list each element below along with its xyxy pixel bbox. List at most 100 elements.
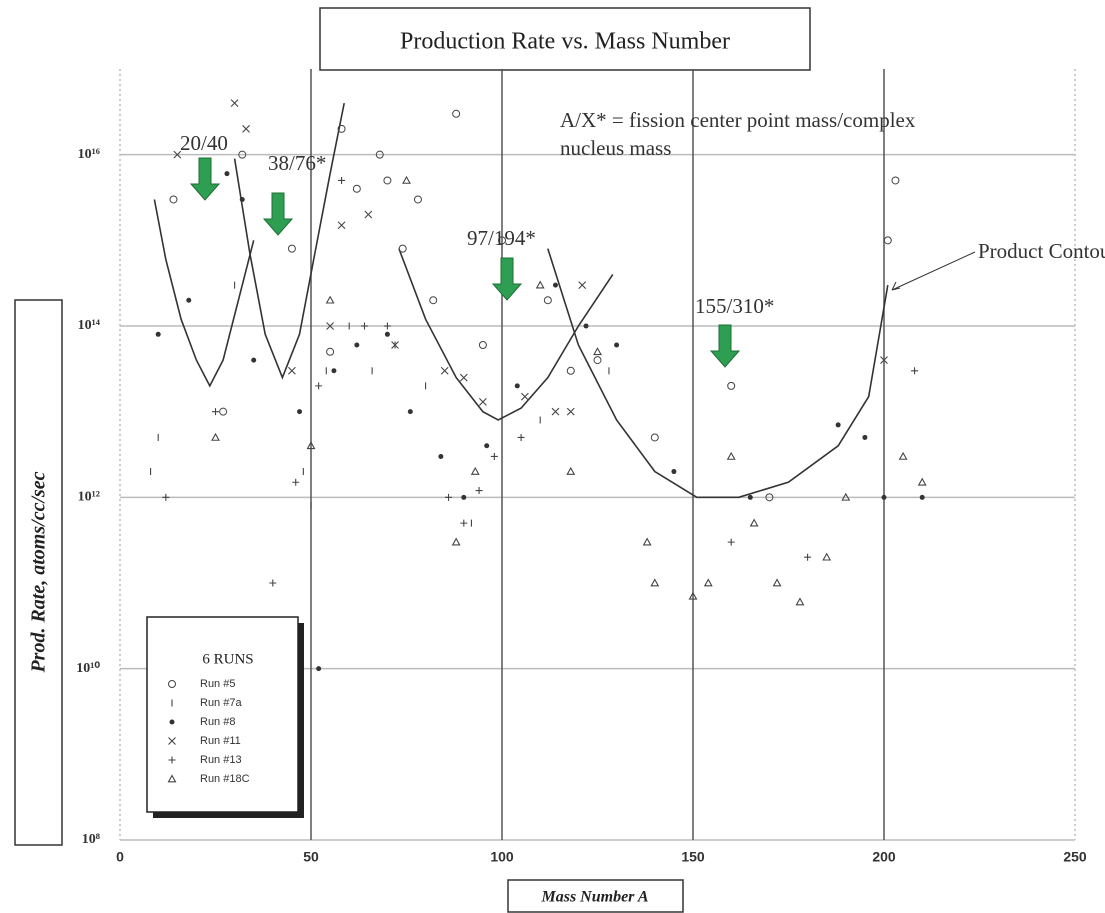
data-point xyxy=(517,433,525,441)
data-point xyxy=(169,195,178,204)
data-point xyxy=(219,407,228,416)
data-point xyxy=(239,196,245,202)
data-point xyxy=(475,487,483,495)
data-point xyxy=(521,392,529,401)
data-point xyxy=(451,537,461,546)
annotation: 97/194* xyxy=(467,226,536,250)
legend-label: Run #11 xyxy=(200,735,241,747)
data-point xyxy=(383,322,391,330)
data-point xyxy=(383,176,392,185)
title-box xyxy=(319,7,811,71)
data-point xyxy=(703,578,713,587)
data-point xyxy=(440,366,449,375)
data-point xyxy=(452,109,461,118)
data-point xyxy=(898,451,908,460)
data-point xyxy=(352,184,361,193)
data-point xyxy=(650,578,660,587)
data-point xyxy=(911,367,919,375)
data-point xyxy=(804,553,812,561)
data-point xyxy=(337,221,346,230)
annotation: A/X* = fission center point mass/complex xyxy=(560,108,916,132)
data-point xyxy=(315,382,323,390)
data-point xyxy=(212,408,219,416)
data-point xyxy=(478,341,487,350)
data-point xyxy=(384,331,390,337)
data-point xyxy=(727,381,736,390)
chart-title: Production Rate vs. Mass Number xyxy=(400,29,730,55)
data-point xyxy=(459,373,468,382)
data-point xyxy=(578,281,587,290)
legend-label: Run #5 xyxy=(200,678,235,690)
contour-line xyxy=(547,248,889,499)
legend-label: Run #13 xyxy=(200,754,242,766)
data-point xyxy=(880,356,888,364)
data-point xyxy=(460,519,468,527)
y-tick-label: 10⁸ xyxy=(82,832,100,847)
data-point xyxy=(883,236,892,245)
x-tick-label: 250 xyxy=(1063,849,1087,865)
data-point xyxy=(593,356,602,365)
legend-marker xyxy=(169,719,175,725)
data-point xyxy=(461,494,467,500)
data-point xyxy=(391,341,399,349)
annotation: 20/40 xyxy=(180,131,228,155)
legend-marker xyxy=(168,680,176,688)
data-point xyxy=(479,398,487,406)
data-point xyxy=(162,493,170,501)
annotation: 155/310* xyxy=(695,294,774,318)
data-point xyxy=(445,493,453,501)
data-point xyxy=(238,150,247,159)
data-point xyxy=(551,407,560,416)
data-point xyxy=(413,195,422,204)
contour-line xyxy=(153,199,255,388)
data-point xyxy=(583,323,589,329)
data-point xyxy=(917,477,927,486)
arrow xyxy=(262,192,294,236)
data-point xyxy=(173,150,182,159)
data-point xyxy=(566,366,575,375)
data-point xyxy=(364,210,373,219)
legend-marker xyxy=(168,756,176,764)
data-point xyxy=(288,366,296,375)
pointer-line xyxy=(891,251,976,291)
data-point xyxy=(325,295,335,304)
data-point xyxy=(242,124,250,133)
data-point xyxy=(726,451,736,460)
legend-box xyxy=(146,616,299,813)
data-point xyxy=(470,466,480,475)
y-tick-label: 10¹⁶ xyxy=(78,147,100,162)
data-point xyxy=(326,322,334,330)
data-point xyxy=(224,171,230,177)
arrow xyxy=(709,324,741,368)
legend-label: Run #18C xyxy=(200,773,250,785)
data-point xyxy=(251,357,257,363)
legend-marker xyxy=(168,737,176,745)
data-point xyxy=(316,666,322,672)
data-point xyxy=(297,409,303,415)
y-tick-label: 10¹⁰ xyxy=(76,661,100,676)
data-point xyxy=(354,342,360,348)
data-point xyxy=(841,492,851,501)
data-point xyxy=(552,282,558,288)
data-point xyxy=(398,244,407,253)
data-point xyxy=(835,422,841,428)
data-point xyxy=(891,176,900,185)
data-point xyxy=(671,469,677,475)
data-point xyxy=(292,478,300,486)
contour-line xyxy=(233,102,345,380)
annotation: nucleus mass xyxy=(560,136,671,160)
data-point xyxy=(407,409,413,415)
legend-label: Run #7a xyxy=(200,697,242,709)
data-point xyxy=(822,552,832,561)
y-axis-label: Prod. Rate, atoms/cc/sec xyxy=(28,471,50,673)
y-tick-label: 10¹² xyxy=(78,490,100,505)
data-point xyxy=(749,518,759,527)
data-point xyxy=(490,452,498,460)
data-point xyxy=(230,99,239,107)
data-point xyxy=(211,432,220,441)
data-point xyxy=(747,494,753,500)
data-point xyxy=(186,297,192,303)
data-point xyxy=(566,466,576,475)
arrow xyxy=(491,257,523,301)
data-point xyxy=(360,322,368,330)
